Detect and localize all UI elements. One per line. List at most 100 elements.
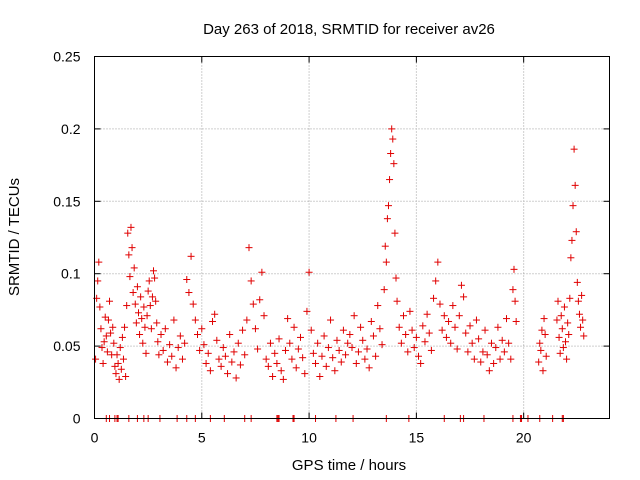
data-point — [566, 294, 574, 302]
data-point — [408, 326, 416, 334]
data-point — [421, 338, 429, 346]
data-point — [189, 300, 197, 308]
data-point — [136, 331, 144, 339]
data-point — [102, 332, 110, 340]
data-point — [264, 362, 272, 370]
data-point — [470, 355, 478, 363]
data-point — [485, 367, 493, 375]
data-point — [194, 331, 201, 339]
data-point — [318, 352, 326, 360]
data-point — [124, 229, 132, 237]
data-point — [402, 331, 410, 339]
data-point — [477, 358, 485, 366]
data-point — [241, 351, 249, 359]
data-point — [457, 281, 465, 289]
data-point — [367, 317, 375, 325]
data-point — [492, 344, 500, 352]
data-point — [563, 355, 571, 363]
grid-lines — [94, 56, 610, 419]
data-point — [393, 297, 401, 305]
data-point — [114, 359, 122, 367]
data-point — [419, 322, 427, 330]
data-point — [453, 345, 461, 353]
plot-frame — [94, 56, 610, 419]
data-point — [365, 364, 373, 372]
data-point — [92, 355, 100, 363]
data-point — [230, 348, 238, 356]
data-point — [363, 345, 371, 353]
data-point — [554, 297, 562, 305]
data-point — [541, 331, 549, 339]
data-point — [494, 323, 502, 331]
data-point — [275, 335, 283, 343]
data-point — [221, 352, 229, 360]
data-point — [163, 358, 171, 366]
data-point — [112, 370, 120, 378]
data-point — [535, 358, 543, 366]
data-point — [131, 300, 139, 308]
data-point — [286, 339, 294, 347]
y-axis-tick-labels: 0 0.05 0.1 0.15 0.2 0.25 — [53, 49, 80, 427]
data-point — [346, 331, 354, 339]
data-point — [154, 338, 162, 346]
data-point — [271, 349, 279, 357]
data-point — [436, 300, 444, 308]
data-point — [464, 348, 472, 356]
data-point — [472, 316, 480, 324]
data-point — [466, 322, 474, 330]
data-point — [580, 332, 588, 340]
data-point — [354, 348, 362, 356]
y-tick-label: 0.2 — [61, 121, 81, 137]
data-point — [507, 355, 515, 363]
data-point — [236, 361, 244, 369]
data-point — [511, 297, 519, 305]
data-point — [503, 315, 510, 323]
data-point — [172, 364, 180, 372]
data-point — [245, 244, 253, 252]
data-points — [92, 125, 588, 422]
data-point — [213, 336, 221, 344]
data-point — [123, 302, 131, 310]
data-point — [380, 286, 388, 294]
data-point — [357, 323, 365, 331]
data-point — [460, 293, 468, 301]
data-point — [133, 283, 141, 291]
data-point — [490, 359, 498, 367]
data-point — [314, 339, 322, 347]
data-point — [219, 344, 227, 352]
data-point — [142, 349, 150, 357]
data-point — [390, 160, 398, 168]
data-point — [110, 339, 118, 347]
data-point — [206, 367, 214, 375]
data-point — [565, 331, 573, 339]
data-point — [127, 223, 135, 231]
data-point — [224, 370, 232, 378]
data-point — [559, 344, 567, 352]
data-point — [161, 325, 169, 333]
data-point — [262, 355, 270, 363]
data-point — [204, 349, 212, 357]
data-point — [277, 367, 285, 375]
data-point — [432, 277, 440, 285]
data-point — [572, 228, 580, 236]
data-point — [481, 326, 489, 334]
data-point — [410, 344, 418, 352]
data-point — [279, 375, 287, 383]
data-point — [117, 365, 125, 373]
data-point — [119, 355, 127, 363]
data-point — [128, 244, 136, 252]
data-point — [376, 325, 384, 333]
data-point — [440, 312, 448, 320]
data-point — [578, 291, 586, 299]
data-point — [143, 312, 151, 320]
axis-ticks — [94, 56, 610, 419]
data-point — [309, 349, 317, 357]
x-axis-tick-labels: 0 5 10 15 20 — [91, 430, 532, 446]
data-point — [391, 229, 399, 237]
data-point — [427, 346, 435, 354]
data-point — [462, 329, 470, 337]
data-point — [183, 275, 191, 283]
data-point — [159, 346, 167, 354]
data-point — [327, 316, 335, 324]
data-point — [118, 333, 126, 341]
